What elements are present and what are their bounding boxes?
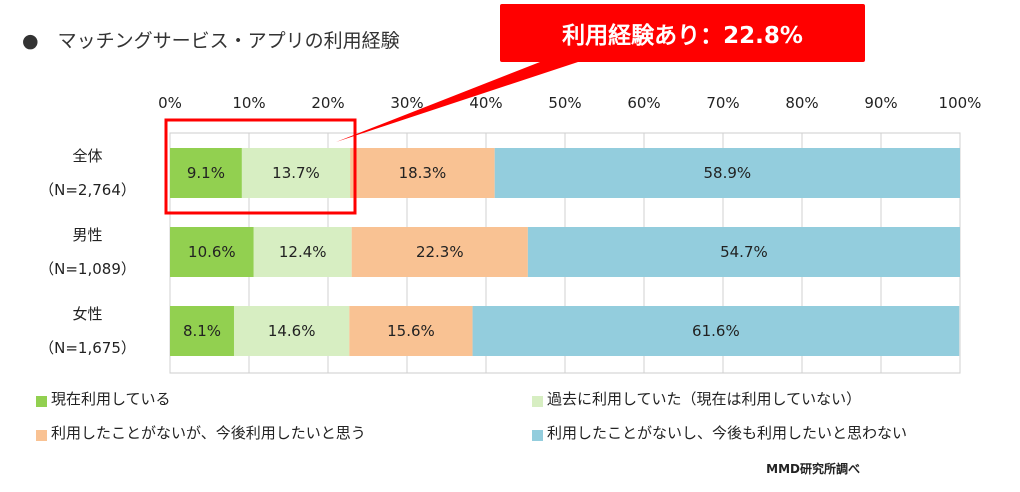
legend-label: 利用したことがないし、今後も利用したいと思わない — [547, 424, 908, 442]
bar-segment — [351, 227, 528, 277]
data-label: 12.4% — [278, 243, 327, 261]
chart-title: ● マッチングサービス・アプリの利用経験 — [22, 30, 400, 52]
legend-item-0: 現在利用している — [36, 388, 171, 409]
data-label: 9.1% — [186, 164, 225, 182]
category-name: 男性 — [72, 226, 103, 244]
legend-item-2: 利用したことがないが、今後利用したいと思う — [36, 422, 366, 443]
bar-segment — [170, 227, 254, 277]
category-n: （N=1,675） — [39, 339, 136, 357]
x-tick-label: 10% — [232, 94, 266, 112]
x-tick-label: 30% — [390, 94, 424, 112]
data-label: 14.6% — [267, 322, 316, 340]
legend-swatch — [532, 396, 543, 407]
callout-experience: 利用経験あり：22.8% — [500, 4, 865, 62]
legend-swatch — [36, 430, 47, 441]
legend-label: 利用したことがないが、今後利用したいと思う — [51, 424, 366, 442]
bar-segment — [170, 148, 242, 198]
bar-segment — [472, 306, 960, 356]
category-n: （N=1,089） — [39, 260, 136, 278]
data-label: 10.6% — [188, 243, 236, 261]
category-n: （N=2,764） — [39, 181, 136, 199]
data-label: 15.6% — [387, 322, 435, 340]
highlight-box — [164, 118, 357, 215]
x-tick-label: 60% — [627, 94, 661, 112]
legend-swatch — [532, 430, 543, 441]
x-tick-label: 80% — [785, 94, 819, 112]
category-name: 全体 — [72, 147, 103, 165]
x-tick-label: 50% — [548, 94, 582, 112]
data-label: 54.7% — [720, 243, 768, 261]
legend-item-1: 過去に利用していた（現在は利用していない） — [532, 388, 861, 409]
data-label: 22.3% — [415, 243, 464, 261]
row-label: 男性 （N=1,089） — [30, 218, 145, 286]
data-label: 18.3% — [398, 164, 447, 182]
category-name: 女性 — [72, 305, 103, 323]
bar-segment — [527, 227, 960, 277]
row-label: 全体 （N=2,764） — [30, 139, 145, 207]
bar-segment — [170, 306, 234, 356]
bar-segment — [253, 227, 352, 277]
data-label: 13.7% — [272, 164, 320, 182]
bar-segment — [233, 306, 350, 356]
x-tick-label: 40% — [469, 94, 503, 112]
legend-swatch — [36, 396, 47, 407]
bar-segment — [494, 148, 960, 198]
x-tick-label: 0% — [158, 94, 182, 112]
x-tick-label: 90% — [864, 94, 898, 112]
legend-label: 現在利用している — [51, 390, 171, 408]
bar-segment — [241, 148, 351, 198]
bar-segment — [349, 306, 473, 356]
callout-pointer — [336, 62, 578, 142]
data-label: 61.6% — [692, 322, 740, 340]
x-tick-label: 20% — [311, 94, 345, 112]
bar-segment — [350, 148, 495, 198]
row-label: 女性 （N=1,675） — [30, 297, 145, 365]
source-note: MMD研究所調べ — [766, 462, 860, 476]
legend-item-3: 利用したことがないし、今後も利用したいと思わない — [532, 422, 907, 443]
legend-label: 過去に利用していた（現在は利用していない） — [547, 390, 862, 408]
data-label: 8.1% — [182, 322, 222, 340]
x-tick-label: 100% — [938, 94, 982, 112]
data-label: 58.9% — [703, 164, 752, 182]
x-tick-label: 70% — [706, 94, 740, 112]
